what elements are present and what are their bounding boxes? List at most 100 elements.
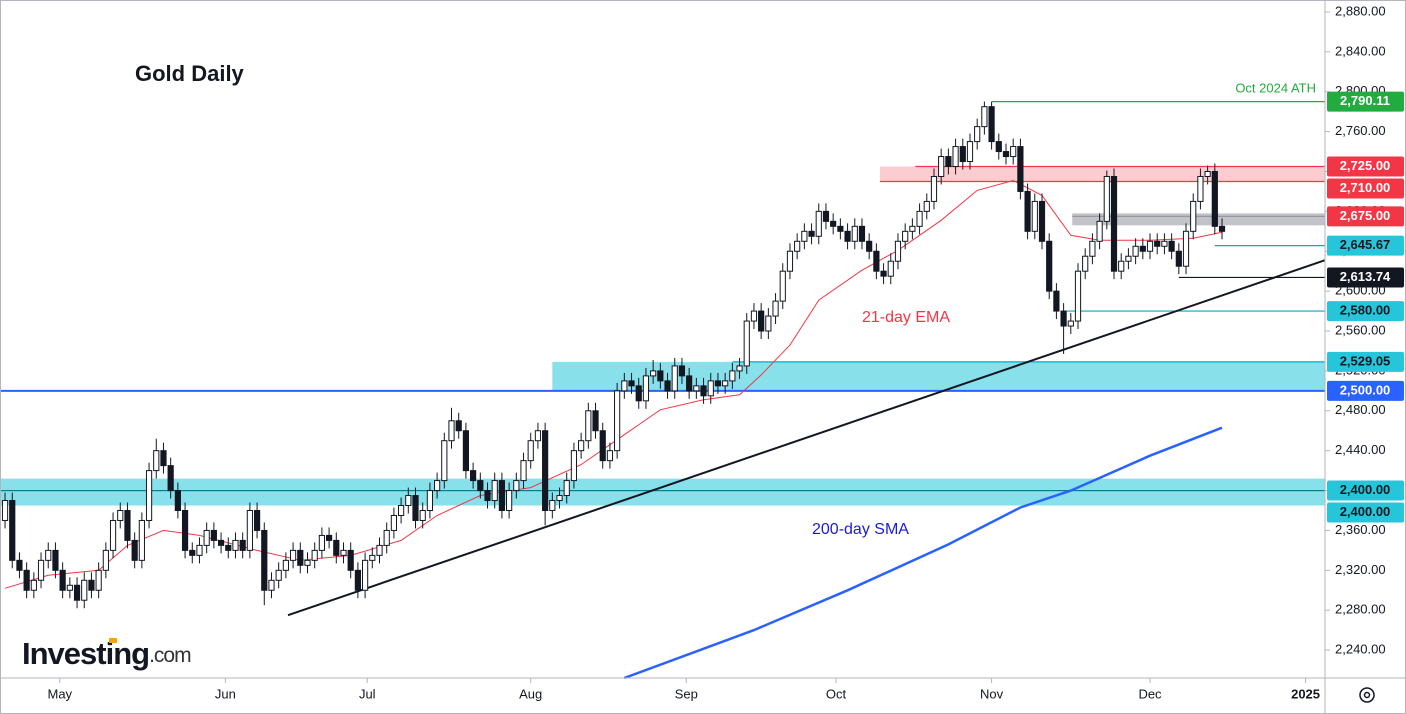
price-label-box [1327, 178, 1404, 199]
y-tick-label: 2,360.00 [1335, 522, 1386, 537]
candle-body [772, 300, 779, 317]
candle-body [1096, 220, 1103, 242]
price-label-box [1327, 91, 1404, 112]
candle-body [534, 430, 542, 442]
candle-body [189, 549, 196, 556]
price-label-box [1327, 480, 1404, 501]
candle-body [145, 470, 153, 521]
candle-body [232, 539, 239, 551]
candle-body [815, 210, 822, 237]
candle-body [599, 430, 606, 462]
candle-body [1060, 310, 1067, 327]
candle-body [405, 495, 412, 507]
candle-body [988, 106, 995, 143]
candle-body [585, 410, 592, 442]
candle-body [808, 230, 815, 237]
candle-body [822, 210, 830, 222]
candle-body [239, 539, 246, 551]
candle-body [858, 225, 866, 242]
candle-body [786, 250, 794, 272]
price-label: 2,529.05 [1340, 353, 1391, 368]
candle-body [1190, 200, 1197, 232]
candle-body [441, 440, 448, 482]
price-label: 2,790.11 [1340, 93, 1390, 108]
ema-annotation: 21-day EMA [862, 309, 950, 326]
candle-body [974, 126, 981, 143]
settings-gear[interactable] [1359, 687, 1375, 703]
candle-body [9, 500, 16, 561]
price-label: 2,500.00 [1340, 382, 1391, 397]
candle-body [1002, 151, 1010, 158]
candle-body [1182, 230, 1190, 267]
x-tick-label: Sep [675, 686, 698, 701]
candle-body [830, 220, 837, 227]
candle-body [657, 370, 664, 382]
candle-body [722, 380, 729, 387]
candle-body [542, 430, 549, 511]
candle-body [779, 270, 786, 302]
brand: Investing [22, 636, 149, 671]
candle-body [873, 250, 880, 272]
candle-body [196, 544, 203, 556]
candle-body [1010, 146, 1017, 158]
candle-body [1154, 240, 1161, 247]
x-tick-label: Dec [1138, 686, 1162, 701]
candle-body [606, 450, 614, 462]
candle-body [1046, 240, 1053, 292]
price-label-box [1327, 206, 1404, 227]
candle-body [412, 495, 419, 521]
candle-body [210, 529, 217, 541]
candle-body [527, 440, 534, 462]
candle-body [52, 549, 59, 571]
candle-body [282, 559, 289, 571]
candle-body [520, 460, 527, 482]
candle-body [376, 544, 383, 556]
candle-body [549, 500, 556, 511]
ath-annotation: Oct 2024 ATH [1235, 80, 1316, 95]
candle-body [1218, 225, 1226, 232]
candle-body [758, 310, 765, 332]
candle-body [671, 365, 678, 392]
price-label: 2,675.00 [1340, 208, 1391, 223]
candle-body [1118, 260, 1125, 272]
candle-body [614, 390, 621, 452]
candle-body [700, 385, 707, 397]
y-tick-label: 2,480.00 [1335, 402, 1386, 417]
candle-body [966, 141, 974, 163]
candle-body [419, 509, 426, 521]
candle-body [750, 310, 758, 322]
candle-body [844, 230, 851, 242]
candle-body [1204, 170, 1211, 177]
settings-icon[interactable] [1359, 687, 1375, 703]
x-tick-label: Jun [215, 686, 236, 701]
zone [879, 166, 1325, 182]
candle-body [1110, 175, 1118, 272]
candle-body [707, 380, 714, 397]
price-label: 2,710.00 [1340, 180, 1391, 195]
candle-body [340, 549, 347, 556]
candle-body [506, 490, 513, 511]
candle-body [959, 146, 966, 163]
price-label-box [1327, 267, 1404, 288]
y-tick-label: 2,320.00 [1335, 562, 1386, 577]
candle-body [887, 260, 894, 277]
candle-body [916, 210, 923, 227]
brand-logo: Investing.com [22, 636, 191, 671]
candle-body [578, 440, 585, 452]
candle-body [297, 549, 304, 566]
plot-area [0, 100, 1326, 680]
price-label-box [1327, 235, 1404, 256]
candle-body [455, 420, 462, 432]
candle-body [909, 225, 916, 232]
candle-body [318, 534, 325, 551]
y-tick-label: 2,560.00 [1335, 322, 1386, 337]
price-label-box [1327, 380, 1404, 401]
candle-body [1, 500, 9, 521]
price-label-box [1327, 156, 1404, 177]
candle-body [477, 480, 484, 492]
settings-gear-center[interactable] [1363, 691, 1371, 699]
candle-body [45, 549, 52, 561]
candle-body [1197, 175, 1204, 202]
price-label: 2,580.00 [1340, 303, 1391, 318]
candle-body [398, 505, 405, 516]
